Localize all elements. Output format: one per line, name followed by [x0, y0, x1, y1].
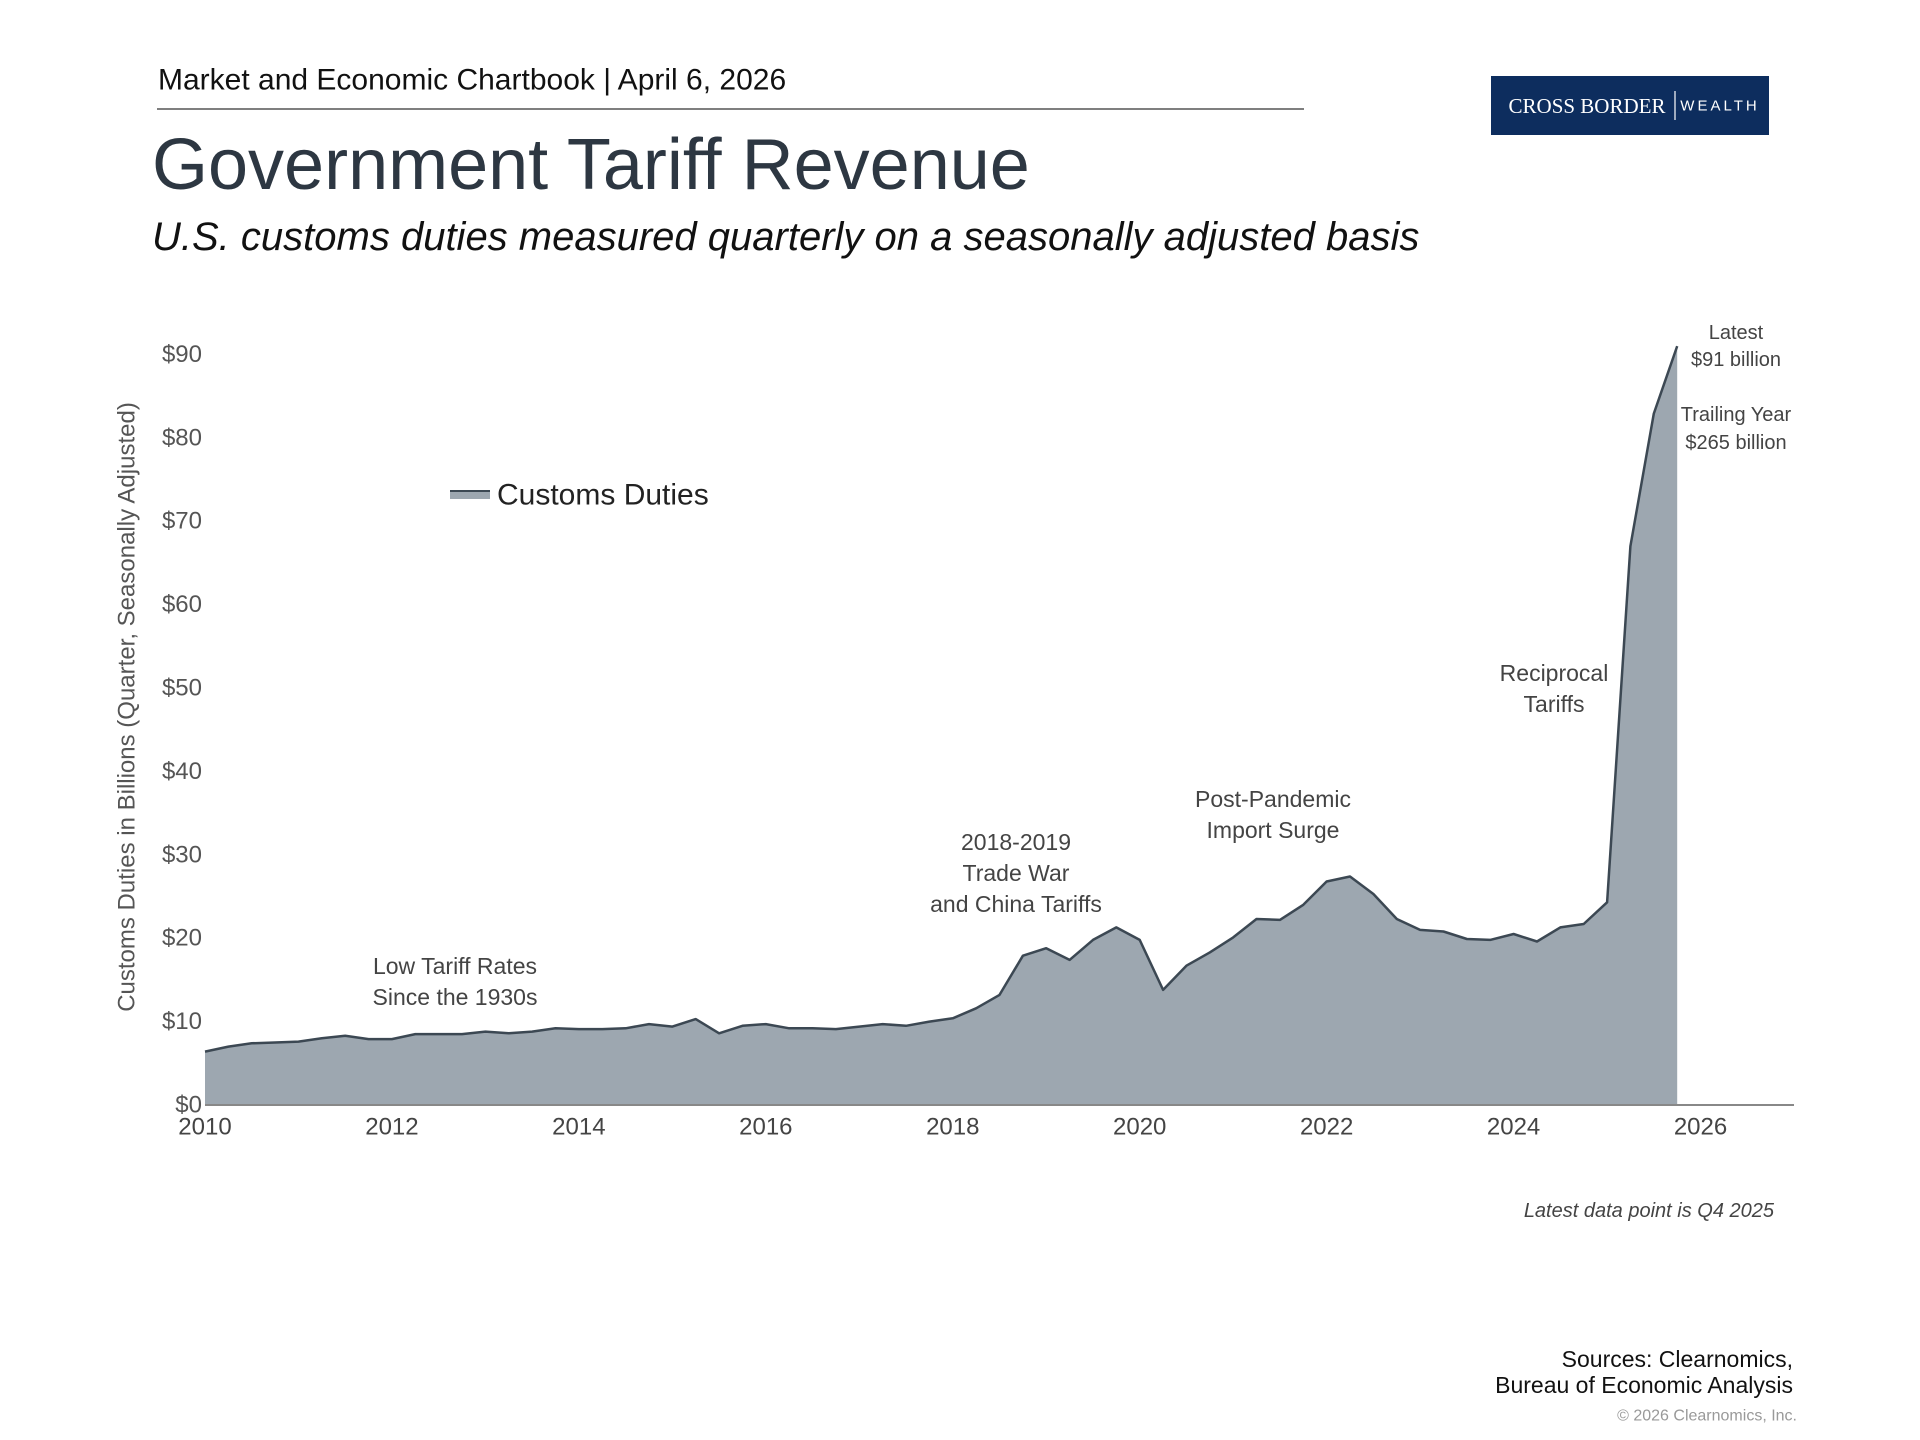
annotation: Import Surge — [1207, 817, 1340, 843]
y-axis-label: Customs Duties in Billions (Quarter, Sea… — [114, 402, 141, 1012]
y-tick-label: $0 — [175, 1092, 202, 1119]
annotation: $265 billion — [1685, 432, 1786, 454]
y-tick-label: $90 — [162, 341, 202, 368]
y-tick-label: $60 — [162, 591, 202, 618]
y-tick-label: $50 — [162, 675, 202, 702]
x-tick-label: 2024 — [1487, 1114, 1540, 1141]
copyright: © 2026 Clearnomics, Inc. — [1617, 1408, 1797, 1425]
y-tick-label: $80 — [162, 424, 202, 451]
x-tick-label: 2010 — [178, 1114, 231, 1141]
x-tick-label: 2020 — [1113, 1114, 1166, 1141]
x-tick-label: 2026 — [1674, 1114, 1727, 1141]
legend-label: Customs Duties — [497, 479, 709, 512]
y-tick-label: $40 — [162, 758, 202, 785]
annotation: 2018-2019 — [961, 829, 1071, 855]
y-tick-label: $20 — [162, 925, 202, 952]
sources: Bureau of Economic Analysis — [1495, 1372, 1793, 1398]
annotation: Post-Pandemic — [1195, 786, 1351, 812]
annotation: Tariffs — [1524, 691, 1585, 717]
y-tick-label: $30 — [162, 841, 202, 868]
annotation: Trade War — [963, 860, 1070, 886]
x-tick-label: 2018 — [926, 1114, 979, 1141]
y-tick-label: $10 — [162, 1008, 202, 1035]
x-tick-label: 2016 — [739, 1114, 792, 1141]
chart-title: Government Tariff Revenue — [152, 125, 1030, 205]
x-tick-label: 2022 — [1300, 1114, 1353, 1141]
x-tick-label: 2012 — [365, 1114, 418, 1141]
logo — [1491, 76, 1769, 135]
line — [204, 345, 1679, 1053]
area — [205, 346, 1678, 1106]
annotation: Since the 1930s — [373, 984, 538, 1010]
annotation: and China Tariffs — [930, 891, 1102, 917]
annotation: Latest — [1709, 322, 1764, 344]
kicker: Market and Economic Chartbook | April 6,… — [158, 64, 786, 97]
x-tick-label: 2014 — [552, 1114, 605, 1141]
annotation: $91 billion — [1691, 349, 1781, 371]
logo-main: CROSS BORDER — [1509, 94, 1666, 118]
annotation: Reciprocal — [1500, 660, 1609, 686]
sources: Sources: Clearnomics, — [1562, 1346, 1793, 1372]
logo-sub: WEALTH — [1680, 98, 1759, 115]
annotation: Low Tariff Rates — [373, 953, 537, 979]
chart-subtitle: U.S. customs duties measured quarterly o… — [152, 215, 1419, 259]
y-tick-label: $70 — [162, 508, 202, 535]
footer-note: Latest data point is Q4 2025 — [1524, 1200, 1775, 1222]
annotation: Trailing Year — [1681, 404, 1792, 426]
